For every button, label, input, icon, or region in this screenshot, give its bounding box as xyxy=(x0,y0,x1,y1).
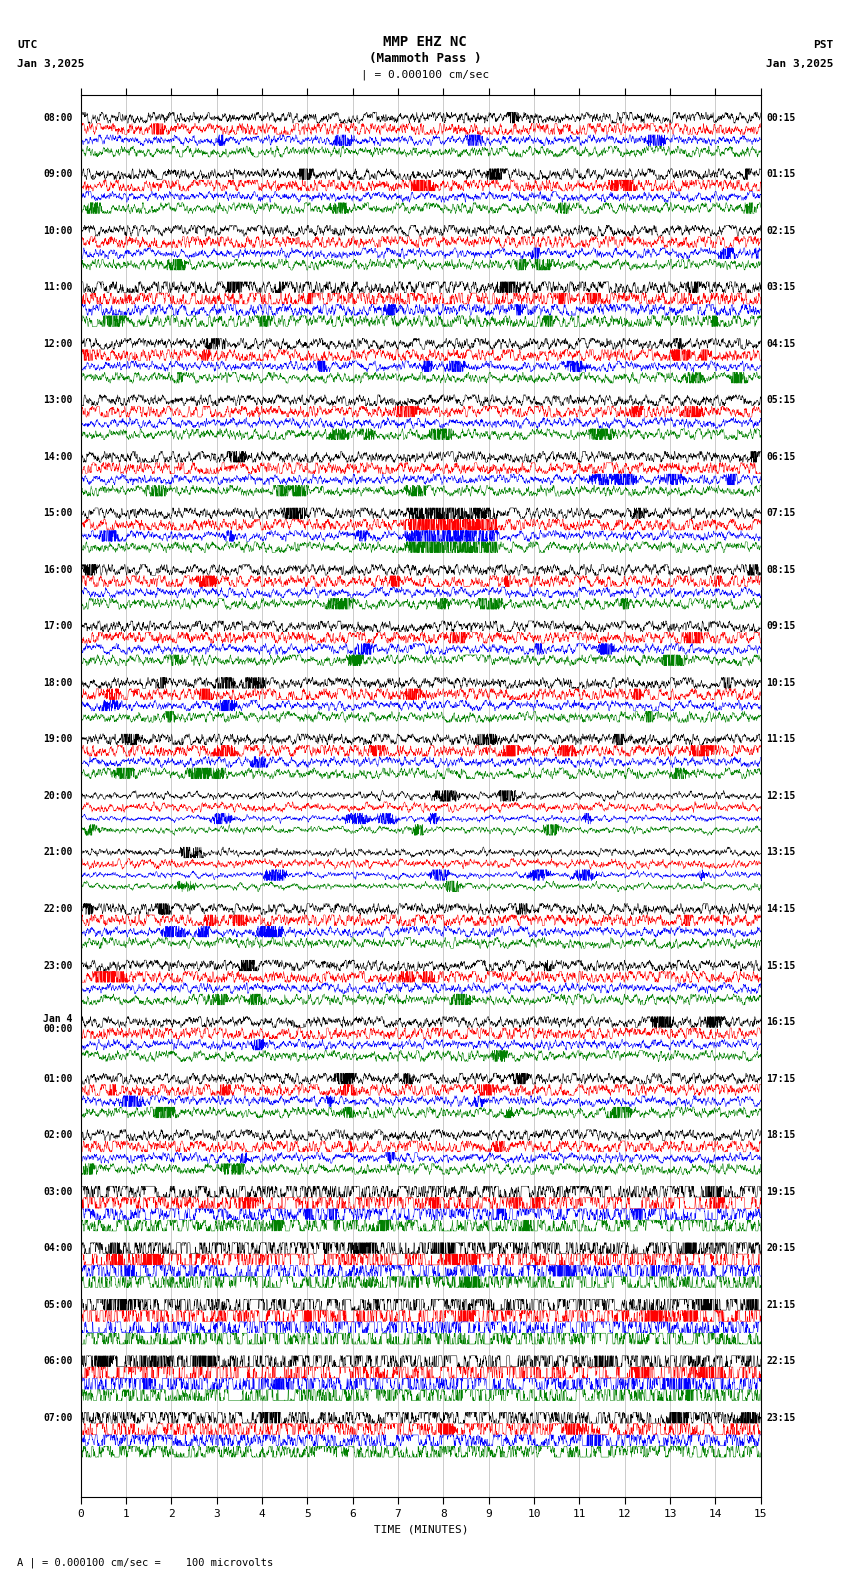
Text: (Mammoth Pass ): (Mammoth Pass ) xyxy=(369,52,481,65)
Text: 14:00: 14:00 xyxy=(43,451,72,463)
Text: 12:00: 12:00 xyxy=(43,339,72,348)
Text: 03:15: 03:15 xyxy=(766,282,796,291)
Text: 00:00: 00:00 xyxy=(43,1023,72,1034)
Text: 10:00: 10:00 xyxy=(43,225,72,236)
Text: MMP EHZ NC: MMP EHZ NC xyxy=(383,35,467,49)
Text: 10:15: 10:15 xyxy=(766,678,796,687)
Text: 17:15: 17:15 xyxy=(766,1074,796,1083)
Text: 01:15: 01:15 xyxy=(766,169,796,179)
Text: 13:00: 13:00 xyxy=(43,396,72,406)
Text: 19:15: 19:15 xyxy=(766,1186,796,1196)
Text: 06:00: 06:00 xyxy=(43,1356,72,1367)
Text: Jan 3,2025: Jan 3,2025 xyxy=(17,59,84,68)
Text: PST: PST xyxy=(813,40,833,49)
Text: Jan 4: Jan 4 xyxy=(43,1014,72,1025)
Text: 23:15: 23:15 xyxy=(766,1413,796,1422)
Text: 16:15: 16:15 xyxy=(766,1017,796,1026)
Text: 04:00: 04:00 xyxy=(43,1243,72,1253)
Text: 15:00: 15:00 xyxy=(43,508,72,518)
Text: 21:15: 21:15 xyxy=(766,1300,796,1310)
Text: 20:00: 20:00 xyxy=(43,790,72,802)
Text: 07:00: 07:00 xyxy=(43,1413,72,1422)
Text: 08:00: 08:00 xyxy=(43,112,72,122)
Text: 03:00: 03:00 xyxy=(43,1186,72,1196)
Text: 01:00: 01:00 xyxy=(43,1074,72,1083)
Text: 02:15: 02:15 xyxy=(766,225,796,236)
Text: 19:00: 19:00 xyxy=(43,735,72,744)
Text: 16:00: 16:00 xyxy=(43,565,72,575)
Text: 18:00: 18:00 xyxy=(43,678,72,687)
Text: 07:15: 07:15 xyxy=(766,508,796,518)
Text: 09:00: 09:00 xyxy=(43,169,72,179)
Text: 00:15: 00:15 xyxy=(766,112,796,122)
Text: 17:00: 17:00 xyxy=(43,621,72,632)
Text: 05:00: 05:00 xyxy=(43,1300,72,1310)
Text: UTC: UTC xyxy=(17,40,37,49)
Text: 20:15: 20:15 xyxy=(766,1243,796,1253)
Text: 21:00: 21:00 xyxy=(43,847,72,857)
Text: 23:00: 23:00 xyxy=(43,960,72,971)
Text: | = 0.000100 cm/sec: | = 0.000100 cm/sec xyxy=(361,70,489,81)
Text: 05:15: 05:15 xyxy=(766,396,796,406)
Text: A | = 0.000100 cm/sec =    100 microvolts: A | = 0.000100 cm/sec = 100 microvolts xyxy=(17,1557,273,1568)
Text: 06:15: 06:15 xyxy=(766,451,796,463)
Text: 08:15: 08:15 xyxy=(766,565,796,575)
Text: 12:15: 12:15 xyxy=(766,790,796,802)
Text: 02:00: 02:00 xyxy=(43,1129,72,1140)
Text: 22:00: 22:00 xyxy=(43,904,72,914)
Text: 14:15: 14:15 xyxy=(766,904,796,914)
Text: Jan 3,2025: Jan 3,2025 xyxy=(766,59,833,68)
Text: 09:15: 09:15 xyxy=(766,621,796,632)
Text: 13:15: 13:15 xyxy=(766,847,796,857)
Text: 04:15: 04:15 xyxy=(766,339,796,348)
X-axis label: TIME (MINUTES): TIME (MINUTES) xyxy=(373,1524,468,1535)
Text: 11:00: 11:00 xyxy=(43,282,72,291)
Text: 18:15: 18:15 xyxy=(766,1129,796,1140)
Text: 22:15: 22:15 xyxy=(766,1356,796,1367)
Text: 15:15: 15:15 xyxy=(766,960,796,971)
Text: 11:15: 11:15 xyxy=(766,735,796,744)
